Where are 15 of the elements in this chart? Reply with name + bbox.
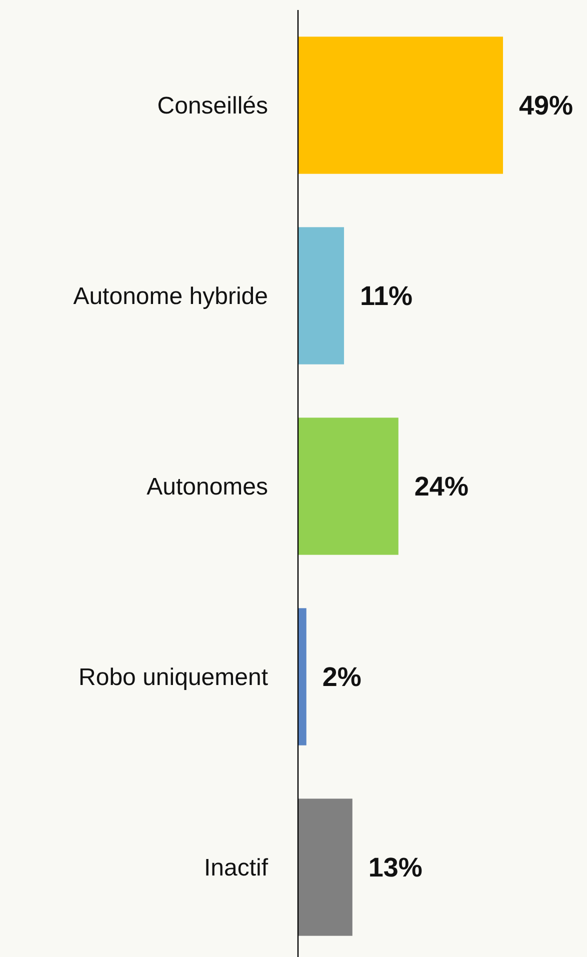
data-label: 13% (368, 852, 422, 883)
y-tick-label: Robo uniquement (78, 664, 268, 692)
data-label: 11% (360, 281, 413, 312)
data-label: 49% (519, 90, 574, 121)
bar (298, 798, 352, 936)
bar (298, 36, 503, 174)
y-tick-label: Autonome hybride (73, 283, 268, 310)
data-label: 2% (322, 662, 362, 692)
y-tick-label: Inactif (204, 854, 268, 882)
bar (298, 608, 306, 746)
bar (298, 227, 344, 364)
bar (298, 418, 398, 555)
y-tick-label: Conseillés (157, 92, 268, 120)
y-tick-label: Autonomes (146, 474, 268, 501)
data-label: 24% (414, 472, 468, 502)
